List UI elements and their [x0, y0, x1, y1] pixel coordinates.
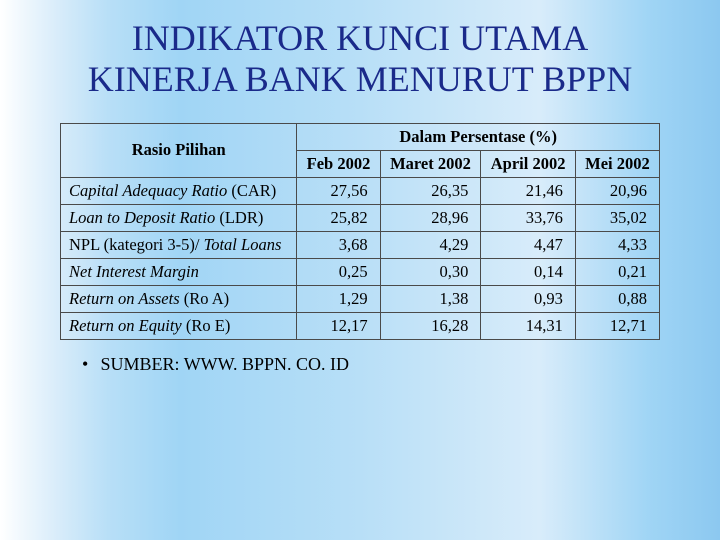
data-table: Rasio Pilihan Dalam Persentase (%) Feb 2…	[60, 123, 660, 340]
slide: INDIKATOR KUNCI UTAMA KINERJA BANK MENUR…	[0, 0, 720, 540]
slide-title: INDIKATOR KUNCI UTAMA KINERJA BANK MENUR…	[40, 18, 680, 101]
table-row: NPL (kategori 3-5)/ Total Loans 3,68 4,2…	[61, 231, 660, 258]
table-row: Return on Assets (Ro A) 1,29 1,38 0,93 0…	[61, 285, 660, 312]
col-0: Feb 2002	[297, 150, 380, 177]
header-group: Dalam Persentase (%)	[297, 123, 660, 150]
header-rasio: Rasio Pilihan	[61, 123, 297, 177]
cell: 12,17	[297, 312, 380, 339]
table-row: Loan to Deposit Ratio (LDR) 25,82 28,96 …	[61, 204, 660, 231]
cell: 16,28	[380, 312, 481, 339]
cell: 0,25	[297, 258, 380, 285]
cell: 0,93	[481, 285, 576, 312]
metric-label: Loan to Deposit Ratio (LDR)	[61, 204, 297, 231]
cell: 4,29	[380, 231, 481, 258]
metric-label: Return on Assets (Ro A)	[61, 285, 297, 312]
cell: 26,35	[380, 177, 481, 204]
metric-label: Capital Adequacy Ratio (CAR)	[61, 177, 297, 204]
metric-label: Net Interest Margin	[61, 258, 297, 285]
data-table-container: Rasio Pilihan Dalam Persentase (%) Feb 2…	[60, 123, 660, 340]
source-line: • SUMBER: WWW. BPPN. CO. ID	[82, 354, 680, 375]
cell: 35,02	[575, 204, 659, 231]
cell: 4,47	[481, 231, 576, 258]
cell: 20,96	[575, 177, 659, 204]
cell: 33,76	[481, 204, 576, 231]
cell: 0,30	[380, 258, 481, 285]
cell: 12,71	[575, 312, 659, 339]
cell: 21,46	[481, 177, 576, 204]
cell: 0,14	[481, 258, 576, 285]
col-3: Mei 2002	[575, 150, 659, 177]
cell: 14,31	[481, 312, 576, 339]
source-text: SUMBER: WWW. BPPN. CO. ID	[101, 354, 350, 374]
cell: 1,38	[380, 285, 481, 312]
metric-label: NPL (kategori 3-5)/ Total Loans	[61, 231, 297, 258]
metric-label: Return on Equity (Ro E)	[61, 312, 297, 339]
cell: 0,21	[575, 258, 659, 285]
cell: 0,88	[575, 285, 659, 312]
cell: 3,68	[297, 231, 380, 258]
bullet-icon: •	[82, 354, 96, 375]
table-header-row-1: Rasio Pilihan Dalam Persentase (%)	[61, 123, 660, 150]
cell: 27,56	[297, 177, 380, 204]
table-row: Capital Adequacy Ratio (CAR) 27,56 26,35…	[61, 177, 660, 204]
cell: 1,29	[297, 285, 380, 312]
col-2: April 2002	[481, 150, 576, 177]
cell: 4,33	[575, 231, 659, 258]
table-row: Return on Equity (Ro E) 12,17 16,28 14,3…	[61, 312, 660, 339]
cell: 25,82	[297, 204, 380, 231]
cell: 28,96	[380, 204, 481, 231]
col-1: Maret 2002	[380, 150, 481, 177]
table-row: Net Interest Margin 0,25 0,30 0,14 0,21	[61, 258, 660, 285]
